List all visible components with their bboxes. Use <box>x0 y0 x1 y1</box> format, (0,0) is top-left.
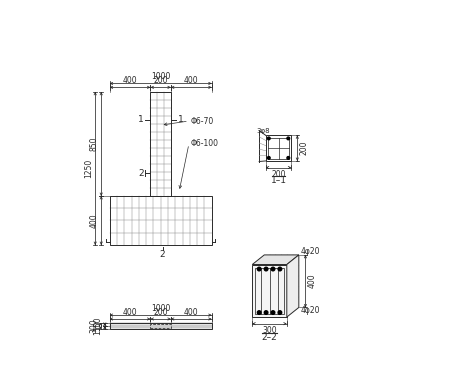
Text: 2–2: 2–2 <box>261 333 277 342</box>
Circle shape <box>267 156 269 159</box>
Circle shape <box>267 137 269 140</box>
Text: 400: 400 <box>184 308 198 317</box>
Text: 400: 400 <box>123 308 137 317</box>
Bar <box>109 323 211 329</box>
Bar <box>252 264 286 317</box>
Circle shape <box>264 267 267 271</box>
Text: 1250: 1250 <box>84 159 93 178</box>
Text: 200: 200 <box>271 170 285 179</box>
Polygon shape <box>252 255 298 264</box>
Text: 150: 150 <box>93 317 102 332</box>
Text: 850: 850 <box>90 136 99 151</box>
Circle shape <box>278 311 281 314</box>
Text: 4φ20: 4φ20 <box>300 306 319 315</box>
Text: 400: 400 <box>307 274 316 289</box>
Text: Φ6-70: Φ6-70 <box>190 117 213 126</box>
Text: 3φ8: 3φ8 <box>255 128 269 134</box>
Text: 1000: 1000 <box>151 72 170 82</box>
Text: 1: 1 <box>138 115 143 124</box>
Text: 200: 200 <box>299 141 308 155</box>
Circle shape <box>271 311 274 314</box>
Polygon shape <box>286 255 298 317</box>
Circle shape <box>264 311 267 314</box>
Text: 300: 300 <box>89 319 98 333</box>
Bar <box>150 324 170 328</box>
Text: 1–1: 1–1 <box>270 176 286 185</box>
Text: 400: 400 <box>123 76 137 85</box>
Text: 150: 150 <box>93 320 102 335</box>
Text: 200: 200 <box>153 308 168 317</box>
Bar <box>150 92 170 196</box>
Text: 300: 300 <box>262 326 276 335</box>
Text: 400: 400 <box>184 76 198 85</box>
Circle shape <box>257 311 260 314</box>
Text: 1000: 1000 <box>151 304 170 313</box>
Text: 200: 200 <box>153 76 168 85</box>
Circle shape <box>257 267 260 271</box>
Bar <box>265 135 291 161</box>
Circle shape <box>271 267 274 271</box>
Text: Φ6-100: Φ6-100 <box>190 139 218 149</box>
Circle shape <box>286 137 289 140</box>
Text: 2: 2 <box>138 168 144 177</box>
Circle shape <box>286 156 289 159</box>
Bar <box>255 268 283 314</box>
Text: 2: 2 <box>159 250 164 259</box>
Text: 1: 1 <box>178 115 183 124</box>
Bar <box>109 196 211 245</box>
Bar <box>268 138 288 158</box>
Text: 4φ20: 4φ20 <box>300 247 319 256</box>
Text: 400: 400 <box>90 213 99 228</box>
Circle shape <box>278 267 281 271</box>
